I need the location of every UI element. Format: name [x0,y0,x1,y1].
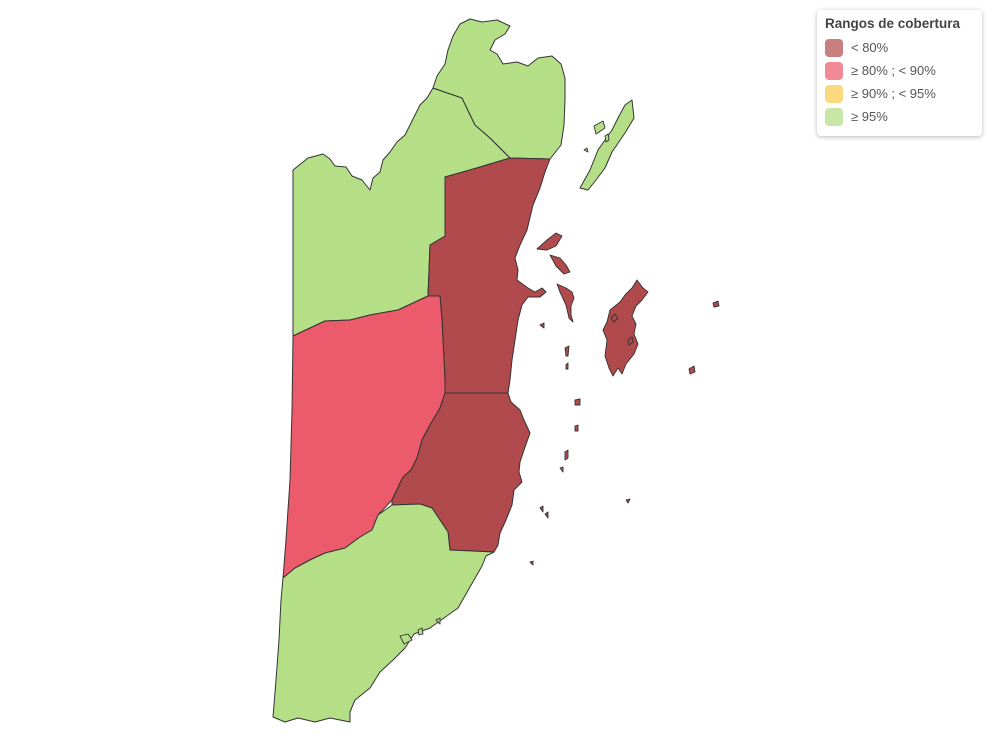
turneffe-atoll [602,279,649,377]
caye-chapel [536,232,563,251]
legend-label: ≥ 80% ; < 90% [851,63,936,78]
islet [556,283,575,323]
islet [610,313,619,323]
ambergris-caye[interactable] [579,99,635,191]
district-toledo[interactable] [272,503,495,723]
islet [564,345,570,357]
islet [435,617,441,625]
legend-item-90-to-95[interactable]: ≥ 90% ; < 95% [825,82,974,105]
islet [399,633,413,645]
islet [549,254,571,275]
legend-swatch [825,38,843,57]
islet [544,511,549,519]
legend-label: ≥ 90% ; < 95% [851,86,936,101]
legend-item-80-to-90[interactable]: ≥ 80% ; < 90% [825,59,974,82]
islet [539,322,545,329]
lighthouse-reef-islet [712,300,720,308]
legend-swatch [825,107,843,126]
islet [627,336,634,346]
islet [625,498,631,504]
legend-swatch [825,84,843,103]
district-belize[interactable] [427,157,551,394]
islet [417,627,424,636]
islet [565,362,569,370]
lighthouse-reef-islet [688,365,696,375]
legend-swatch [825,61,843,80]
islet [574,398,581,406]
islet [539,505,544,513]
islet [574,424,579,432]
islet [559,466,564,473]
islet [604,133,610,143]
legend-item-at-least-95[interactable]: ≥ 95% [825,105,974,128]
legend-label: < 80% [851,40,889,55]
legend-label: ≥ 95% [851,109,888,124]
district-stann-creek[interactable] [391,392,531,553]
islet [583,147,589,153]
islet [593,120,606,135]
map-legend: Rangos de cobertura < 80% ≥ 80% ; < 90% … [817,10,982,136]
islet [529,560,534,566]
legend-title: Rangos de cobertura [825,16,961,31]
legend-item-below-80[interactable]: < 80% [825,36,974,59]
islet [564,449,569,461]
